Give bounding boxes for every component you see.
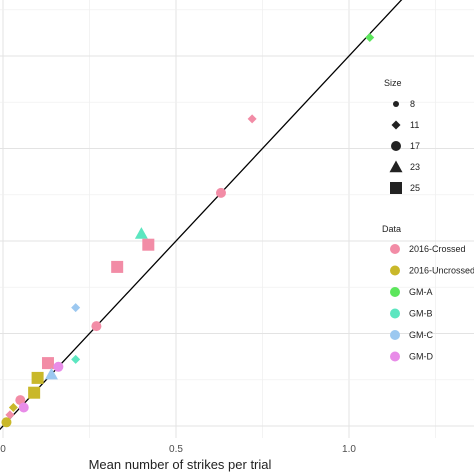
x-tick-label: 1.0 (342, 444, 356, 455)
size-legend-key (389, 160, 403, 173)
data-legend-key (390, 265, 400, 276)
size-legend-label: 17 (410, 141, 420, 151)
data-legend-label: 2016-Uncrossed (409, 266, 474, 276)
data-point (53, 361, 64, 372)
data-legend-label: GM-A (409, 287, 433, 297)
size-legend: Size 8 11 17 23 25 (384, 78, 420, 194)
size-legend-label: 11 (410, 120, 419, 130)
x-axis-title: Mean number of strikes per trial (89, 457, 272, 472)
points-layer (1, 33, 375, 428)
data-point (365, 33, 375, 42)
data-point (91, 321, 102, 332)
data-legend-key (390, 351, 400, 362)
size-legend-label: 23 (410, 162, 420, 172)
size-legend-key (391, 141, 401, 151)
data-legend-label: GM-C (409, 330, 433, 340)
data-point (247, 114, 257, 124)
data-legend-label: GM-B (409, 309, 433, 319)
data-point (28, 386, 41, 399)
data-legend-title: Data (382, 224, 401, 234)
data-point (18, 402, 29, 413)
size-legend-key (391, 120, 401, 130)
data-legend-label: 2016-Crossed (409, 244, 466, 254)
data-point (1, 417, 12, 428)
fit-line (0, 0, 403, 431)
data-legend: Data 2016-Crossed 2016-Uncrossed GM-A GM-B G… (382, 224, 474, 362)
data-point (8, 403, 18, 412)
size-legend-key (393, 101, 399, 107)
size-legend-label: 25 (410, 183, 420, 193)
data-point (215, 187, 226, 198)
x-axis-ticks: 0 0.5 1.0 (0, 444, 356, 455)
data-point (31, 371, 44, 384)
data-legend-key (390, 330, 400, 340)
fit-line-layer (0, 0, 403, 431)
data-point (142, 238, 155, 251)
data-point (111, 260, 124, 273)
x-tick-label: 0 (0, 444, 6, 455)
size-legend-key (390, 182, 402, 194)
data-legend-key (390, 287, 400, 297)
data-point (41, 357, 54, 370)
size-legend-title: Size (384, 78, 402, 88)
size-legend-label: 8 (410, 99, 415, 109)
data-point (44, 367, 58, 380)
x-tick-label: 0.5 (169, 444, 183, 455)
data-point (134, 227, 148, 239)
data-point (5, 410, 15, 420)
data-legend-key (390, 244, 400, 254)
data-legend-key (390, 308, 400, 319)
data-point (71, 354, 81, 364)
data-legend-label: GM-D (409, 352, 433, 362)
data-point (71, 303, 81, 313)
